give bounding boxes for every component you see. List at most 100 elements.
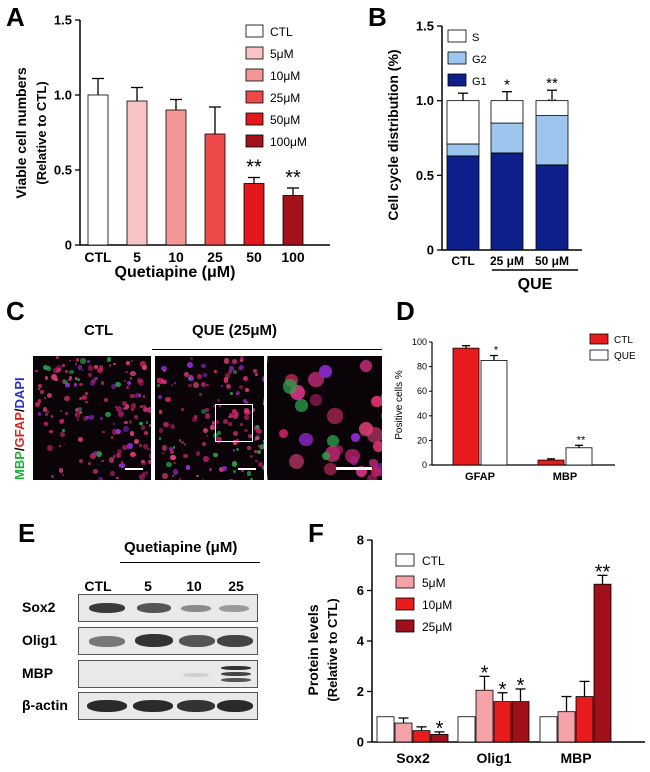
cell-blob [243,428,248,433]
b-group-label: QUE [518,276,553,293]
scale-bar [238,468,256,470]
a-bar [87,94,109,246]
f-bar [539,716,558,743]
blot-band [183,673,209,677]
f-bar [475,689,494,743]
cell-blob [43,396,46,399]
cell-blob [256,428,262,434]
b-bar-segment [490,122,524,154]
cell-blob [372,441,382,452]
cell-blob [140,425,146,430]
cell-blob [143,431,148,436]
blot-title: Quetiapine (μM) [124,539,238,556]
cell-blob [75,408,80,412]
zoom-connector-lines [263,355,268,481]
cell-blob [113,362,116,366]
cell-blob [142,407,149,413]
cell-blob [74,363,77,366]
f-bar [457,716,476,743]
cell-blob [299,432,313,447]
cell-blob [183,442,187,446]
a-significance: ** [246,157,262,179]
cell-blob [238,364,244,370]
cell-blob [252,369,257,374]
cell-blob [85,415,89,419]
cell-blob [185,465,191,471]
b-bars: CTL***25 μM****50 μM [446,75,569,268]
cell-blob [321,451,330,460]
f-significance: * [499,679,507,701]
cell-blob [110,436,113,439]
cell-blob [165,396,172,403]
blot-row-label-olig1: Olig1 [22,632,58,648]
cell-blob [183,453,188,459]
cell-blob [126,361,130,365]
cell-blob [223,358,229,364]
f-legend-swatch [395,553,415,567]
y-tick-label: 60 [417,386,427,396]
blot-lane-label: CTL [84,578,112,594]
cell-blob [204,412,211,419]
cell-blob [143,405,146,408]
cell-blob [106,357,112,362]
a-legend-swatch [245,112,264,126]
d-significance: ** [577,434,586,446]
a-x-tick-label: 100 [281,249,305,265]
cell-blob [223,376,229,382]
cell-blob [140,361,146,367]
cell-blob [240,468,244,472]
panel-d-label: D [396,296,415,326]
cell-blob [145,421,148,424]
f-x-tick-label: Olig1 [476,750,511,766]
cell-blob [141,364,148,371]
cell-blob [62,429,65,432]
f-x-tick-label: Sox2 [396,750,430,766]
cell-blob [218,403,222,407]
cell-blob [240,423,244,426]
cell-blob [161,365,167,372]
cell-blob [47,392,53,398]
cell-blob [49,429,54,434]
cell-blob [43,422,48,427]
a-legend-label: 25μM [270,91,300,105]
cell-blob [229,391,234,396]
cell-blob [139,474,145,480]
cell-blob [46,366,51,372]
a-y-axis-label-line2: (Relative to CTL) [34,81,49,184]
cell-blob [126,381,131,386]
cell-blob [221,465,228,472]
micro-que-bracket [152,349,382,350]
stain-separator: / [12,408,27,413]
cell-blob [232,408,238,414]
cell-blob [50,415,54,418]
cell-blob [192,416,198,423]
cell-blob [141,459,145,464]
blot-row-label-sox2: Sox2 [22,599,56,615]
cell-blob [135,393,140,398]
cell-blob [105,411,111,418]
b-bar-segment [535,115,569,166]
cell-blob [134,415,138,420]
blot-band [179,635,215,647]
cell-blob [114,406,117,409]
cell-blob [180,408,184,411]
cell-blob [149,453,151,459]
cell-blob [123,379,126,383]
cell-blob [228,415,231,418]
cell-blob [288,453,304,469]
cell-blob [134,439,139,444]
panel-b-label: B [368,2,387,32]
stain-mbp-label: MBP [12,451,27,480]
cell-blob [255,425,260,429]
cell-blob [37,387,40,390]
y-tick-label: 100 [412,337,427,347]
cell-blob [170,384,173,387]
cell-blob [110,471,116,476]
cell-blob [282,379,298,394]
cell-blob [131,360,134,363]
blot-band [221,666,251,670]
cell-blob [212,405,215,408]
f-legend-swatch [395,575,415,589]
panel-e-label: E [18,518,36,548]
d-x-tick-label: MBP [553,471,577,483]
